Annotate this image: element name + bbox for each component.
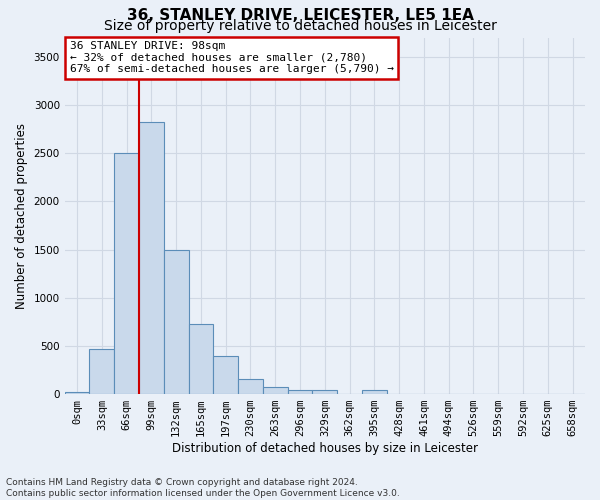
Bar	[89, 349, 114, 394]
Bar	[164, 250, 188, 394]
Text: Contains HM Land Registry data © Crown copyright and database right 2024.
Contai: Contains HM Land Registry data © Crown c…	[6, 478, 400, 498]
Text: 36 STANLEY DRIVE: 98sqm
← 32% of detached houses are smaller (2,780)
67% of semi: 36 STANLEY DRIVE: 98sqm ← 32% of detache…	[70, 41, 394, 74]
X-axis label: Distribution of detached houses by size in Leicester: Distribution of detached houses by size …	[172, 442, 478, 455]
Bar	[65, 392, 89, 394]
Bar	[139, 122, 164, 394]
Bar	[114, 153, 139, 394]
Text: Size of property relative to detached houses in Leicester: Size of property relative to detached ho…	[104, 19, 496, 33]
Bar	[238, 379, 263, 394]
Bar	[263, 388, 287, 394]
Bar	[313, 390, 337, 394]
Bar	[188, 324, 214, 394]
Bar	[362, 390, 387, 394]
Text: 36, STANLEY DRIVE, LEICESTER, LE5 1EA: 36, STANLEY DRIVE, LEICESTER, LE5 1EA	[127, 8, 473, 22]
Bar	[287, 390, 313, 394]
Y-axis label: Number of detached properties: Number of detached properties	[15, 123, 28, 309]
Bar	[214, 356, 238, 394]
